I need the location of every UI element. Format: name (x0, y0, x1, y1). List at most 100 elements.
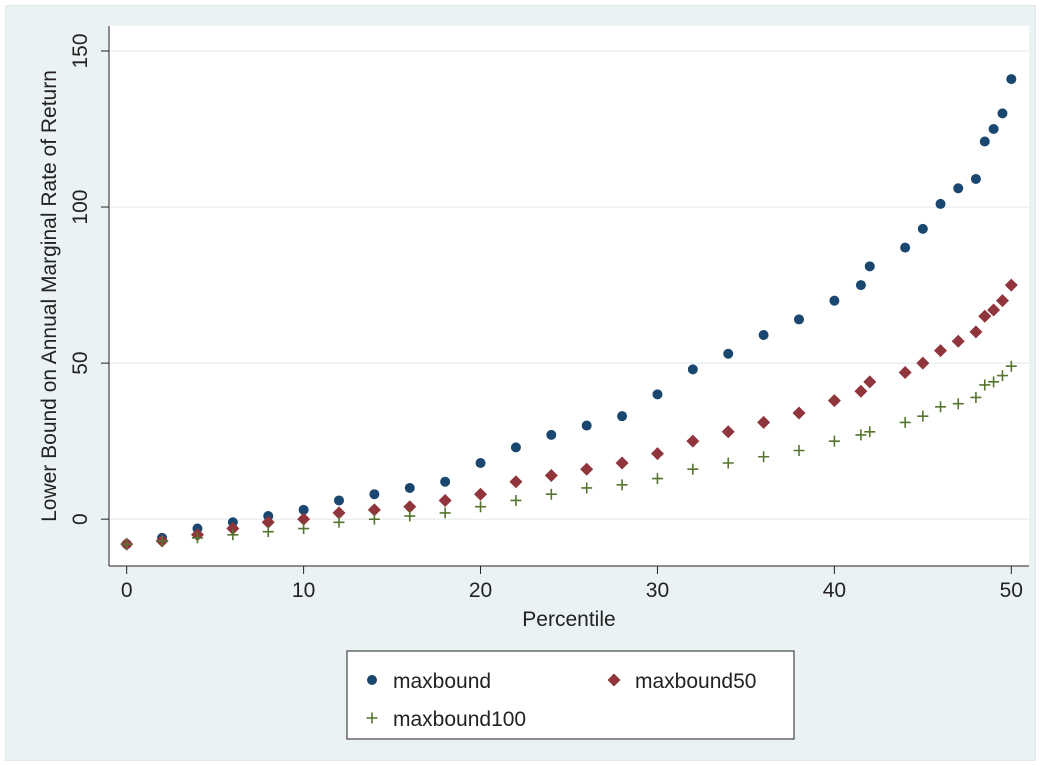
data-point-maxbound50 (650, 447, 664, 461)
data-point-maxbound100 (439, 507, 451, 519)
data-point-maxbound50 (226, 522, 240, 536)
data-point-maxbound100 (864, 426, 876, 438)
data-point-maxbound (1006, 74, 1017, 85)
data-point-maxbound100 (687, 463, 699, 475)
legend-label-maxbound50: maxbound50 (635, 670, 756, 693)
y-tick-label: 50 (69, 351, 92, 374)
x-tick-label: 30 (646, 579, 669, 602)
data-point-maxbound (864, 261, 875, 272)
data-point-maxbound50 (1004, 278, 1018, 292)
data-point-maxbound100 (996, 370, 1008, 382)
data-point-maxbound50 (367, 503, 381, 517)
data-point-maxbound100 (191, 532, 203, 544)
legend-label-maxbound: maxbound (393, 670, 491, 693)
chart-frame: 0 50 100 150 0 10 20 30 40 50 Percentile Lower Bo… (5, 5, 1036, 761)
data-point-maxbound100 (333, 516, 345, 528)
data-point-maxbound50 (792, 406, 806, 420)
data-point-maxbound50 (297, 512, 311, 526)
data-point-maxbound100 (262, 526, 274, 538)
legend-box (346, 650, 795, 740)
data-point-maxbound (794, 314, 804, 325)
data-point-maxbound50 (509, 475, 523, 489)
y-tick-label: 150 (69, 33, 92, 68)
data-point-maxbound100 (545, 488, 557, 500)
x-tick-label: 10 (292, 579, 315, 602)
data-point-maxbound100 (935, 401, 947, 413)
data-point-maxbound (404, 482, 415, 493)
plot-area (109, 26, 1029, 566)
data-point-maxbound (440, 476, 451, 487)
data-point-maxbound100 (651, 473, 663, 485)
data-point-maxbound (687, 364, 698, 375)
data-point-maxbound50 (261, 515, 275, 529)
data-point-maxbound100 (793, 445, 805, 457)
data-point-maxbound50 (934, 344, 948, 358)
data-point-maxbound100 (952, 398, 964, 410)
data-point-maxbound50 (987, 303, 1001, 317)
data-point-maxbound50 (544, 468, 558, 482)
data-point-maxbound (298, 504, 309, 515)
x-axis-label: Percentile (522, 608, 615, 631)
data-point-maxbound (617, 411, 628, 422)
data-point-maxbound (997, 108, 1008, 119)
data-point-maxbound100 (988, 376, 1000, 388)
data-point-maxbound100 (156, 535, 168, 547)
data-point-maxbound (917, 223, 928, 234)
x-tick-label: 40 (823, 579, 846, 602)
data-point-maxbound (758, 330, 769, 341)
data-point-maxbound (935, 198, 946, 209)
legend-marker-maxbound (367, 675, 377, 685)
legend-marker-maxbound100 (366, 712, 378, 724)
data-point-maxbound50 (863, 375, 877, 389)
data-point-maxbound50 (854, 384, 868, 398)
data-point-maxbound100 (855, 429, 867, 441)
x-tick-label: 20 (469, 579, 492, 602)
data-point-maxbound50 (951, 334, 965, 348)
x-tick-label: 50 (1000, 579, 1023, 602)
data-point-maxbound100 (581, 482, 593, 494)
data-point-maxbound (546, 429, 557, 440)
data-point-maxbound100 (899, 416, 911, 428)
data-point-maxbound100 (917, 410, 929, 422)
x-tick-label: 0 (121, 579, 133, 602)
data-point-maxbound100 (121, 538, 133, 550)
data-point-maxbound50 (403, 500, 417, 514)
data-point-maxbound50 (827, 394, 841, 408)
data-point-maxbound (581, 420, 592, 431)
data-point-maxbound50 (686, 434, 700, 448)
data-point-maxbound100 (404, 510, 416, 522)
data-point-maxbound100 (298, 523, 310, 535)
data-point-maxbound (855, 280, 866, 291)
y-tick-label: 0 (69, 513, 92, 525)
data-point-maxbound100 (979, 379, 991, 391)
data-point-maxbound100 (368, 513, 380, 525)
data-point-maxbound100 (828, 435, 840, 447)
chart: 0 50 100 150 0 10 20 30 40 50 Percentile Lower Bo… (38, 26, 1029, 740)
data-point-maxbound50 (332, 506, 346, 520)
data-point-maxbound (510, 442, 521, 453)
data-point-maxbound100 (722, 457, 734, 469)
data-point-maxbound100 (970, 391, 982, 403)
legend-marker-maxbound50 (607, 673, 621, 687)
data-point-maxbound50 (438, 493, 452, 507)
data-point-maxbound50 (721, 425, 735, 439)
data-point-maxbound (334, 495, 344, 506)
data-point-maxbound50 (969, 325, 983, 339)
legend-label-maxbound100: maxbound100 (393, 708, 526, 731)
data-point-maxbound100 (1005, 360, 1017, 372)
y-tick-label: 100 (69, 190, 92, 225)
data-point-maxbound100 (758, 451, 770, 463)
data-point-maxbound100 (227, 529, 239, 541)
data-point-maxbound50 (615, 456, 629, 470)
data-point-maxbound (979, 136, 990, 147)
data-point-maxbound50 (898, 365, 912, 379)
data-point-maxbound (988, 124, 999, 135)
data-point-maxbound50 (995, 294, 1009, 308)
data-point-maxbound (970, 173, 981, 184)
data-point-maxbound (652, 389, 663, 400)
data-point-maxbound50 (757, 415, 771, 429)
data-point-maxbound100 (510, 494, 522, 506)
data-point-maxbound (475, 457, 486, 468)
data-point-maxbound50 (580, 462, 594, 476)
y-axis-label: Lower Bound on Annual Marginal Rate of R… (38, 70, 61, 522)
